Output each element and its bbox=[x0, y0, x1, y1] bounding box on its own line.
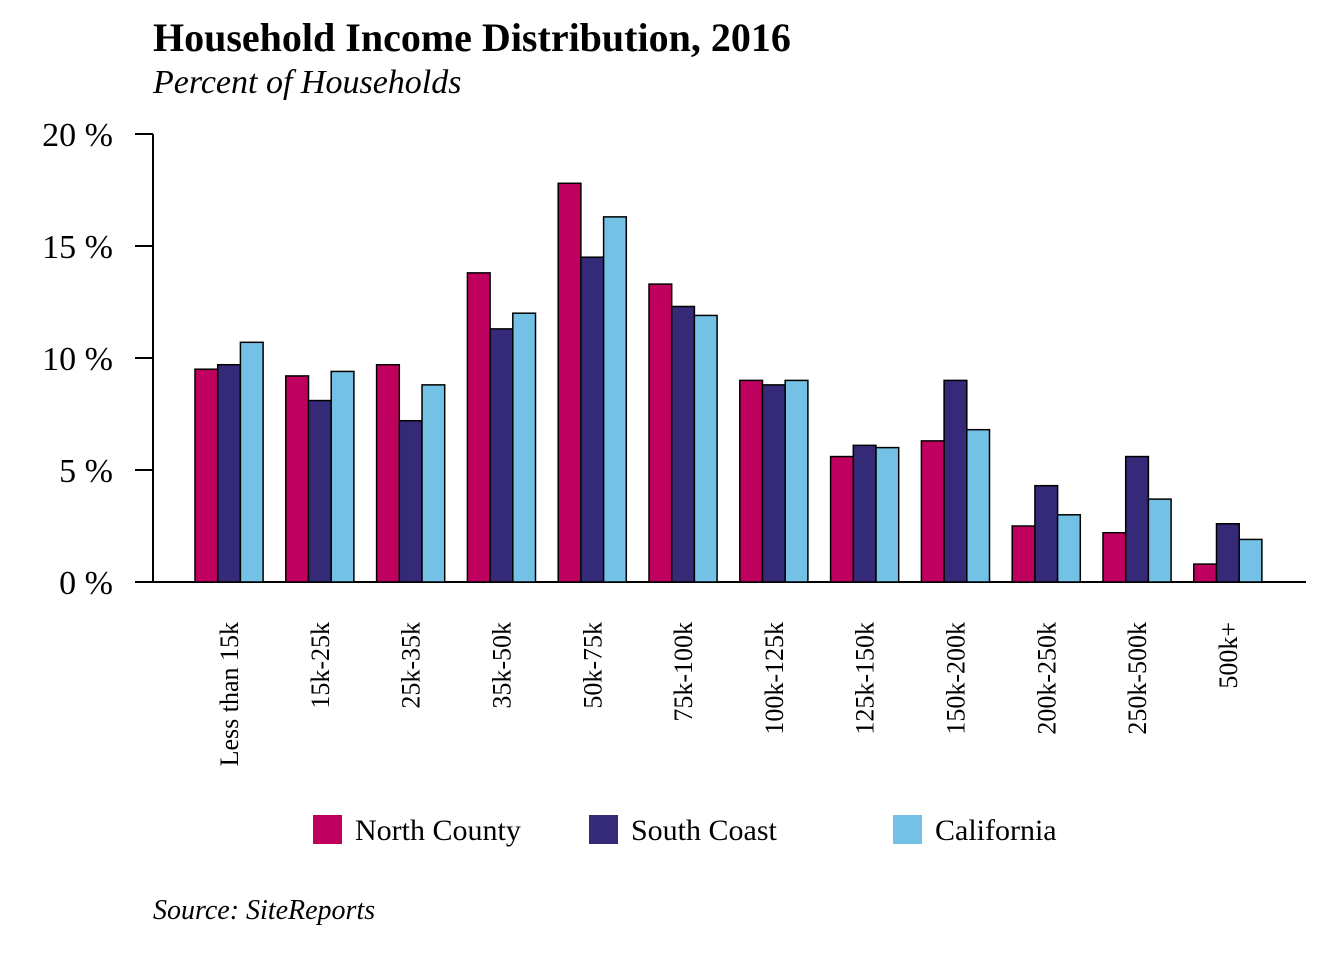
bar-north-county bbox=[1102, 531, 1127, 583]
bar-north-county bbox=[829, 455, 855, 583]
bar-south-coast bbox=[307, 399, 332, 583]
bar-california bbox=[875, 446, 900, 583]
bar-north-county bbox=[285, 375, 310, 583]
bar-south-coast bbox=[670, 305, 696, 583]
legend: North County South Coast California bbox=[313, 814, 1057, 847]
x-tick-label: 125k-150k bbox=[851, 622, 880, 735]
x-tick-label: 50k-75k bbox=[578, 622, 607, 709]
x-tick-label: 100k-125k bbox=[760, 622, 789, 735]
bar-california bbox=[602, 216, 628, 583]
bar-south-coast bbox=[852, 444, 877, 583]
bar-south-coast bbox=[1124, 455, 1150, 583]
bar-california bbox=[239, 341, 264, 583]
x-tick-label: 25k-35k bbox=[397, 622, 426, 709]
bar-north-county bbox=[557, 182, 582, 583]
bar-california bbox=[421, 384, 446, 583]
bar-south-coast bbox=[1215, 523, 1240, 583]
legend-label: North County bbox=[355, 814, 521, 847]
bar-california bbox=[784, 379, 809, 583]
bar-california bbox=[966, 428, 991, 583]
x-tick-label: 200k-250k bbox=[1032, 622, 1061, 735]
bar-california bbox=[1056, 514, 1082, 583]
legend-swatch bbox=[589, 815, 618, 844]
bars bbox=[194, 182, 1263, 583]
bar-north-county bbox=[194, 368, 219, 583]
bar-california bbox=[693, 314, 718, 583]
x-tick-labels: Less than 15k 15k-25k 25k-35k 35k-50k 50k-75… bbox=[215, 622, 1243, 766]
x-tick-label: 15k-25k bbox=[306, 622, 335, 709]
bar-north-county bbox=[466, 272, 491, 583]
y-tick-label: 20 % bbox=[42, 117, 113, 154]
legend-label: California bbox=[935, 814, 1057, 847]
chart-subtitle: Percent of Households bbox=[153, 64, 462, 101]
bar-california bbox=[512, 312, 537, 583]
y-tick-label: 5 % bbox=[59, 453, 113, 490]
bar-south-coast bbox=[398, 419, 423, 583]
bar-south-coast bbox=[943, 379, 968, 583]
bar-north-county bbox=[920, 440, 945, 583]
bar-south-coast bbox=[761, 384, 786, 583]
bar-south-coast bbox=[1034, 484, 1059, 583]
legend-swatch bbox=[313, 815, 342, 844]
chart-source: Source: SiteReports bbox=[153, 895, 376, 926]
bar-north-county bbox=[375, 363, 401, 583]
bar-south-coast bbox=[489, 328, 514, 583]
bar-north-county bbox=[648, 283, 673, 583]
y-tick-label: 15 % bbox=[42, 229, 113, 266]
x-tick-label: 500k+ bbox=[1214, 622, 1243, 689]
x-tick-label: Less than 15k bbox=[215, 622, 244, 766]
chart-title: Household Income Distribution, 2016 bbox=[153, 15, 791, 60]
bar-north-county bbox=[1011, 525, 1036, 583]
y-axis: 0 % 5 % 10 % 15 % 20 % bbox=[42, 117, 154, 602]
bar-california bbox=[1147, 498, 1172, 583]
legend-label: South Coast bbox=[631, 814, 778, 847]
bar-north-county bbox=[739, 379, 764, 583]
y-tick-label: 10 % bbox=[42, 341, 113, 378]
bar-california bbox=[1238, 538, 1263, 583]
bar-california bbox=[330, 370, 355, 583]
x-tick-label: 150k-200k bbox=[941, 622, 970, 735]
y-tick-label: 0 % bbox=[59, 565, 113, 602]
legend-swatch bbox=[893, 815, 922, 844]
bar-south-coast bbox=[580, 256, 605, 583]
x-tick-label: 35k-50k bbox=[487, 622, 516, 709]
x-tick-label: 75k-100k bbox=[669, 622, 698, 722]
bar-north-county bbox=[1193, 563, 1218, 583]
bar-south-coast bbox=[216, 363, 242, 583]
x-tick-label: 250k-500k bbox=[1123, 622, 1152, 735]
